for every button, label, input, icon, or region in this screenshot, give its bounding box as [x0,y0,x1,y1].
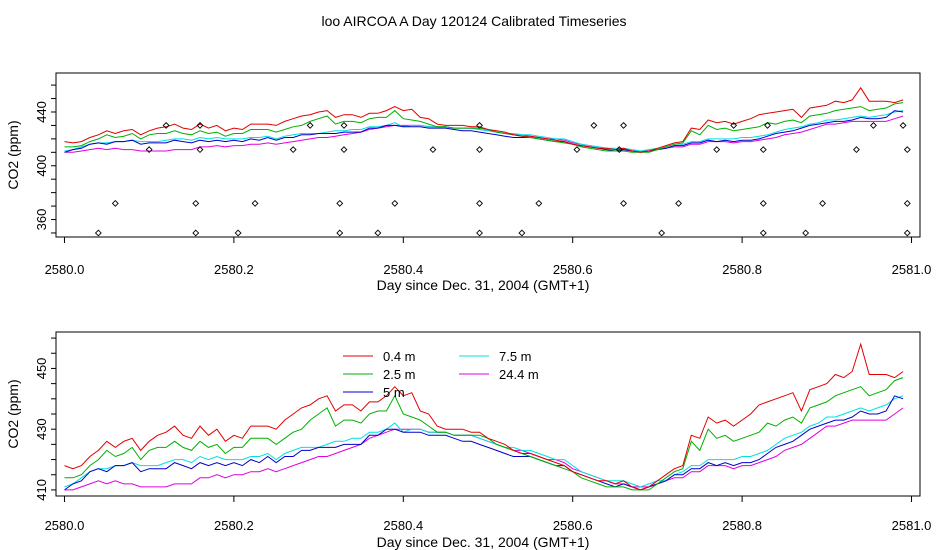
panel1-series-line-24-4-m [64,407,904,491]
panel0-calibration-point [573,146,581,154]
panel0-calibration-point [340,121,348,129]
panel0-y-tick-label: 360 [34,209,49,231]
panel0-calibration-point [819,199,827,207]
panel0-calibration-point [391,199,399,207]
panel1-series-line-2-5-m [64,377,904,491]
panel0-calibration-point [759,229,767,237]
panel0-calibration-point [903,199,911,207]
panel0-series-line-5-m [64,110,904,153]
panel1-series-line-7-5-m [64,395,904,488]
panel0-x-axis-label: Day since Dec. 31, 2004 (GMT+1) [377,277,590,293]
panel0-calibration-point [476,146,483,154]
panel1-x-tick-label: 2580.0 [45,518,85,533]
panel0-calibration-point [374,229,382,237]
panel0-calibration-point [802,229,810,237]
panel1-y-axis-label: CO2 (ppm) [5,379,21,448]
panel1-x-tick-label: 2581.0 [892,518,932,533]
panel0-calibration-point [111,199,119,207]
panel1-y-tick-label: 430 [34,418,49,440]
panel0-plot-frame [55,72,921,238]
panel0-calibration-point [518,229,526,237]
panel0-calibration-point [162,121,170,129]
panel0-calibration-point [903,146,911,154]
panel0-calibration-point [590,121,598,129]
panel1-legend-label-7-5-m: 7.5 m [499,349,532,364]
panel0-calibration-point [535,199,543,207]
panel0-x-tick-label: 2581.0 [892,262,932,277]
panel1-series-line-0-4-m [64,342,904,491]
panel0-calibration-point [336,199,344,207]
panel0-y-tick-label: 440 [34,101,49,123]
panel0-x-tick-label: 2580.8 [722,262,762,277]
panel0-calibration-point [903,229,911,237]
figure-title: loo AIRCOA A Day 120124 Calibrated Times… [321,13,626,29]
panel0-calibration-point [620,121,627,129]
panel0-calibration-point [429,146,437,154]
panel0-calibration-point [759,146,767,154]
panel0-calibration-point [853,146,860,154]
panel0-calibration-point [196,121,204,129]
panel0-calibration-point [192,199,200,207]
panel0-x-tick-label: 2580.4 [383,262,423,277]
panel0-calibration-point [713,146,721,154]
panel0-calibration-point [192,229,200,237]
panel0-x-tick-label: 2580.6 [553,262,593,277]
panel0-y-tick-label: 400 [34,155,49,177]
panel0-calibration-point [476,199,483,207]
panel1-legend-label-5-m: 5 m [383,385,405,400]
panel1-x-tick-label: 2580.6 [553,518,593,533]
panel1-y-tick-label: 450 [34,358,49,380]
panel1-plot-frame [55,331,921,497]
panel1-x-axis-label: Day since Dec. 31, 2004 (GMT+1) [377,534,590,550]
panel1-x-tick-label: 2580.4 [383,518,423,533]
panel1-legend-label-2-5-m: 2.5 m [383,367,416,382]
panel0-calibration-point [336,229,344,237]
panel0-calibration-point [145,146,153,154]
panel0-calibration-point [869,121,877,129]
panel0-calibration-point [675,199,683,207]
panel1-legend-label-0-4-m: 0.4 m [383,349,416,364]
panel1-x-tick-label: 2580.8 [722,518,762,533]
panel0-calibration-point [196,146,204,154]
panel0-series-line-0-4-m [64,86,904,153]
panel0-y-axis-label: CO2 (ppm) [5,120,21,189]
panel0-calibration-point [615,146,623,154]
panel1-y-tick-label: 410 [34,479,49,501]
panel1-legend-label-24-4-m: 24.4 m [499,367,539,382]
panel0-calibration-point [658,229,666,237]
panel0-calibration-point [306,121,314,129]
panel1-x-tick-label: 2580.2 [214,518,254,533]
panel0-x-tick-label: 2580.2 [214,262,254,277]
panel0-calibration-point [94,229,102,237]
panel0-calibration-point [234,229,242,237]
panel0-calibration-point [476,229,483,237]
bottom-panel: 2580.0 2580.2 2580.4 2580.6 2580.8 2581.0 410 4… [5,331,932,550]
panel0-calibration-point [730,121,738,129]
panel0-calibration-point [289,146,297,154]
panel0-series-line-2-5-m [64,102,904,153]
panel1-series-line-5-m [64,395,904,491]
panel0-calibration-point [620,199,627,207]
panel0-calibration-point [764,121,771,129]
panel0-calibration-point [251,199,259,207]
panel0-calibration-point [759,199,767,207]
panel0-x-tick-label: 2580.0 [45,262,85,277]
panel0-calibration-point [340,146,348,154]
top-panel: 2580.0 2580.2 2580.4 2580.6 2580.8 2581.0 360 4… [5,72,932,293]
panel0-calibration-point [899,121,907,129]
panel0-calibration-point [476,121,483,129]
panel0-series-line-7-5-m [64,110,904,152]
